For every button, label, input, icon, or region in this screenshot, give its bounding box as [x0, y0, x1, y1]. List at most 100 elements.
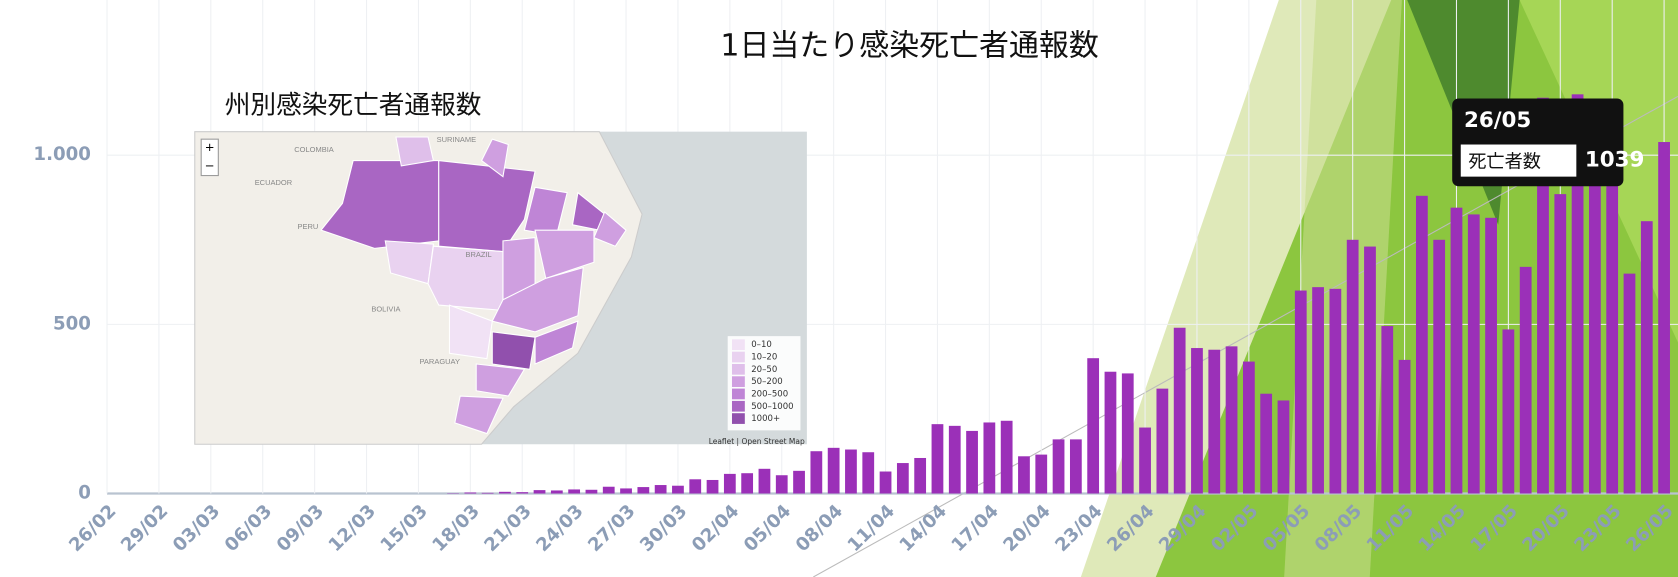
- bar: [1502, 329, 1515, 494]
- zoom-out[interactable]: −: [205, 158, 215, 172]
- map-title: 州別感染死亡者通報数: [225, 90, 482, 120]
- bar: [464, 492, 477, 494]
- bar: [637, 487, 650, 494]
- bar: [1450, 207, 1463, 494]
- bar: [499, 491, 511, 494]
- bar: [1554, 194, 1567, 494]
- x-tick-label: 02/04: [688, 501, 743, 556]
- legend-label: 0–10: [751, 340, 772, 350]
- x-tick-label: 03/03: [169, 501, 224, 556]
- zoom-in[interactable]: +: [205, 140, 215, 154]
- chart-title: 1日当たり感染死亡者通報数: [720, 29, 1098, 64]
- bar: [758, 468, 771, 494]
- bar: [689, 479, 702, 494]
- x-tick-label: 18/03: [428, 501, 483, 556]
- bar: [1208, 349, 1221, 494]
- state: [534, 320, 579, 365]
- bar: [983, 422, 996, 494]
- tooltip-value: 1039: [1585, 148, 1645, 173]
- bar: [879, 471, 892, 494]
- bar: [1658, 142, 1670, 494]
- bar: [741, 473, 754, 494]
- x-tick-label: 30/03: [636, 501, 691, 556]
- bar: [966, 430, 978, 494]
- legend-swatch: [731, 339, 745, 351]
- bar: [1537, 97, 1549, 494]
- bar: [1260, 393, 1273, 494]
- bar: [1346, 239, 1359, 494]
- zoom-control[interactable]: [200, 138, 219, 177]
- x-tick-label: 11/04: [844, 501, 899, 556]
- x-tick-label: 24/03: [532, 501, 587, 556]
- bar: [1519, 266, 1532, 494]
- map-states: [320, 136, 627, 435]
- bar: [1312, 287, 1324, 494]
- state: [427, 245, 504, 312]
- bar: [1588, 155, 1601, 494]
- place-label: PERU: [298, 222, 319, 231]
- x-tick-label: 14/04: [896, 501, 951, 556]
- bar: [585, 489, 598, 494]
- bar: [602, 486, 615, 494]
- tooltip-label: 死亡者数: [1468, 152, 1541, 173]
- x-tick-label: 08/04: [792, 501, 847, 556]
- x-tick-label: 20/04: [999, 501, 1054, 556]
- x-tick-label: 12/03: [325, 501, 380, 556]
- legend-label: 10–20: [751, 353, 777, 363]
- bar: [1191, 348, 1203, 494]
- y-axis: 0 500 1.000: [33, 144, 91, 503]
- bar: [672, 485, 684, 494]
- x-tick-label: 17/04: [948, 501, 1003, 556]
- bar: [1485, 217, 1497, 494]
- bar: [1156, 388, 1169, 494]
- bar: [845, 449, 857, 494]
- bar: [1104, 371, 1117, 494]
- bar: [1381, 326, 1394, 494]
- map-panel: 州別感染死亡者通報数 COLOMBIA SURINAME ECUADOR PER…: [194, 90, 807, 446]
- state: [534, 229, 595, 280]
- state: [448, 304, 493, 360]
- x-tick-label: 09/03: [273, 501, 328, 556]
- map-attribution[interactable]: Leaflet | Open Street Map: [709, 437, 805, 446]
- bar: [1121, 373, 1134, 494]
- x-tick-label: 27/03: [584, 501, 639, 556]
- legend-swatch: [731, 351, 745, 363]
- bar: [1571, 94, 1584, 494]
- tooltip: 26/05 死亡者数 1039: [1452, 98, 1645, 187]
- y-tick-label: 500: [53, 313, 91, 334]
- bar: [1069, 439, 1082, 494]
- bar: [481, 492, 494, 494]
- bar: [1035, 454, 1048, 494]
- state: [593, 211, 627, 247]
- bar: [775, 475, 788, 494]
- place-label: BOLIVIA: [371, 304, 400, 313]
- bar: [654, 485, 667, 494]
- legend-swatch: [731, 363, 745, 375]
- bar: [1433, 239, 1446, 494]
- bar: [1052, 439, 1065, 494]
- place-label: SURINAME: [437, 135, 477, 144]
- state: [438, 159, 536, 253]
- bar: [620, 488, 632, 494]
- bars: [447, 94, 1670, 494]
- x-tick-label: 26/02: [65, 501, 120, 556]
- bar: [1467, 214, 1480, 494]
- place-label: BRAZIL: [466, 250, 492, 259]
- x-tick-label: 06/03: [221, 501, 276, 556]
- bar: [793, 470, 805, 494]
- bar: [1139, 427, 1151, 494]
- legend-swatch: [731, 376, 745, 387]
- x-tick-label: 21/03: [480, 501, 535, 556]
- state: [395, 136, 435, 167]
- y-tick-label: 1.000: [33, 144, 91, 165]
- place-label: COLOMBIA: [294, 145, 334, 154]
- bar: [810, 451, 823, 494]
- bar: [1277, 400, 1290, 494]
- tooltip-label-box: [1460, 144, 1577, 177]
- bar: [948, 425, 961, 494]
- legend-label: 20–50: [751, 365, 777, 375]
- bar: [914, 457, 927, 494]
